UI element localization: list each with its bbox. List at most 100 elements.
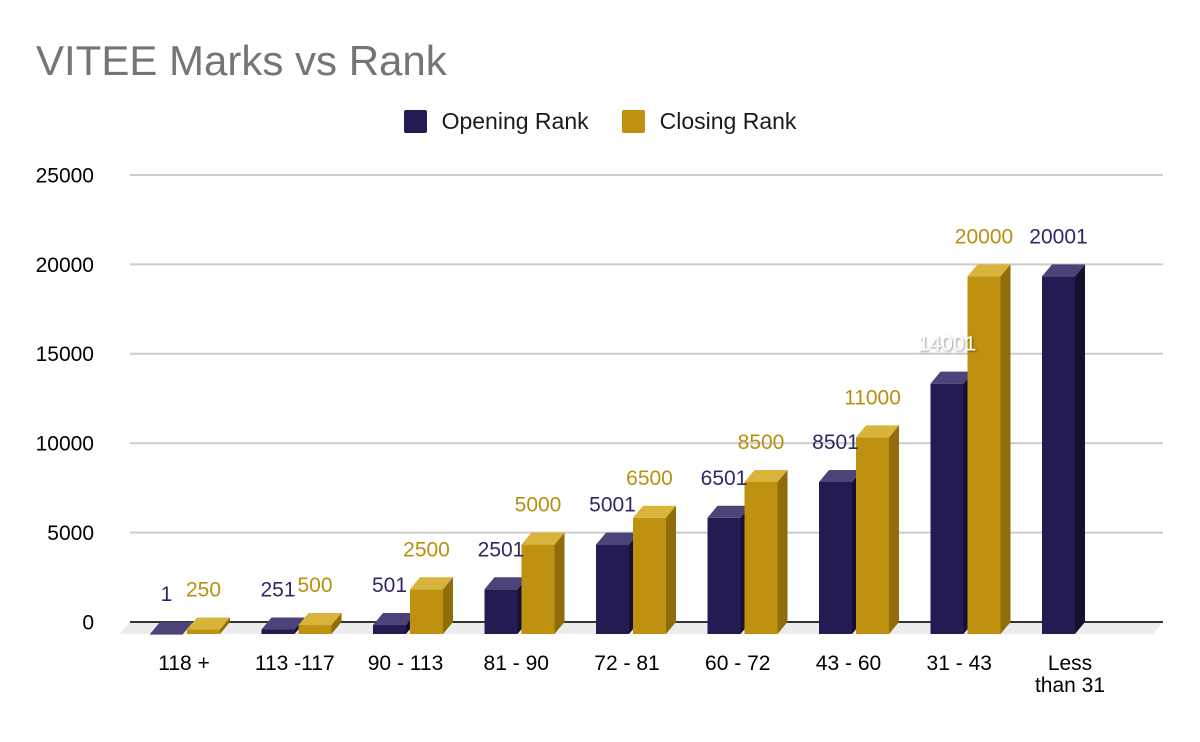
bar-face-top	[856, 425, 899, 438]
data-label-opening-rank-5: 6501	[701, 467, 748, 490]
chart-title: VITEE Marks vs Rank	[36, 37, 447, 84]
bar-face-side	[666, 505, 676, 634]
data-label-opening-rank-8: 20001	[1029, 225, 1087, 248]
bar-closing-rank-6	[856, 425, 899, 634]
bar-face-top	[930, 371, 974, 384]
x-axis-category-label-7: 31 - 43	[927, 652, 992, 675]
bar-face-front	[596, 544, 629, 634]
data-label-closing-rank-3: 5000	[515, 494, 562, 517]
bar-face-side	[331, 613, 342, 634]
bar-face-top	[521, 532, 565, 545]
bar-face-side	[183, 621, 193, 634]
bar-face-front	[967, 276, 1001, 634]
bar-face-front	[744, 482, 778, 634]
bar-face-front	[930, 383, 964, 634]
bar-face-front	[521, 544, 555, 634]
data-label-closing-rank-0: 250	[186, 579, 221, 602]
bar-closing-rank-7	[967, 264, 1011, 634]
bar-face-side	[777, 470, 788, 634]
bar-face-front	[707, 517, 741, 634]
x-axis-category-label-3: 81 - 90	[484, 652, 549, 675]
legend-item-closing-rank: Closing Rank	[621, 108, 797, 135]
bar-opening-rank-7	[930, 371, 974, 634]
bar-closing-rank-2	[410, 577, 453, 634]
bar-opening-rank-4	[596, 532, 639, 634]
bar-face-top	[373, 613, 416, 626]
x-axis-category-label-5: 60 - 72	[705, 652, 770, 675]
data-label-opening-rank-0: 1	[161, 583, 173, 606]
bar-opening-rank-3	[484, 577, 528, 634]
x-axis-category-label-0: 118 +	[158, 652, 210, 675]
legend-label-closing-rank: Closing Rank	[659, 108, 797, 134]
y-axis-tick-label-15000: 15000	[36, 343, 94, 366]
bar-face-front	[1042, 276, 1075, 634]
bar-face-top	[707, 505, 751, 518]
bar-closing-rank-3	[521, 532, 565, 634]
legend: Opening Rank Closing Rank	[0, 108, 1200, 135]
bar-face-side	[554, 532, 565, 634]
data-label-opening-rank-7: 14001	[918, 333, 976, 356]
bar-closing-rank-0	[187, 617, 230, 634]
x-axis-category-label-2: 90 - 113	[368, 652, 444, 675]
bar-face-side	[1075, 264, 1085, 634]
x-axis-category-label-6: 43 - 60	[816, 652, 881, 675]
x-axis-category-label-4: 72 - 81	[594, 652, 659, 675]
legend-swatch-opening-rank-icon	[403, 110, 427, 133]
bar-face-front	[856, 437, 889, 634]
legend-item-opening-rank: Opening Rank	[403, 108, 589, 135]
bar-face-front	[484, 589, 518, 634]
bar-face-front	[187, 629, 220, 634]
y-axis-tick-label-25000: 25000	[36, 164, 94, 187]
bar-face-front	[410, 589, 443, 634]
y-axis-tick-label-0: 0	[82, 611, 94, 634]
bar-face-front	[298, 625, 332, 634]
bar-face-front	[261, 629, 295, 634]
legend-label-opening-rank: Opening Rank	[441, 108, 589, 134]
bar-closing-rank-4	[633, 505, 676, 634]
bar-face-top	[819, 470, 862, 483]
bar-opening-rank-8	[1042, 264, 1085, 634]
bar-closing-rank-1	[298, 613, 342, 634]
bar-opening-rank-0	[150, 621, 193, 635]
data-label-opening-rank-6: 8501	[812, 431, 859, 454]
bar-face-top	[261, 617, 305, 630]
bar-opening-rank-5	[707, 505, 751, 634]
bar-face-top	[1042, 264, 1085, 277]
bar-face-front	[819, 482, 852, 634]
data-label-opening-rank-3: 2501	[478, 538, 525, 561]
x-axis-category-label-8: Less than 31	[1035, 652, 1105, 697]
bar-face-side	[889, 425, 899, 634]
bar-closing-rank-5	[744, 470, 788, 634]
bar-face-front	[373, 625, 406, 634]
y-axis-tick-label-10000: 10000	[36, 433, 94, 456]
data-label-closing-rank-1: 500	[297, 574, 332, 597]
bar-face-top	[298, 613, 342, 626]
bar-face-front	[150, 633, 183, 635]
data-label-closing-rank-2: 2500	[403, 538, 450, 561]
bar-face-top	[633, 505, 676, 518]
bar-face-top	[410, 577, 453, 590]
data-label-closing-rank-7: 20000	[955, 225, 1013, 248]
data-label-opening-rank-1: 251	[260, 579, 295, 602]
bar-face-front	[633, 517, 666, 634]
bar-face-side	[220, 617, 230, 634]
bar-face-top	[744, 470, 788, 483]
data-label-opening-rank-2: 501	[372, 574, 407, 597]
bar-face-side	[1000, 264, 1011, 634]
bar-face-top	[150, 621, 193, 634]
bar-opening-rank-6	[819, 470, 862, 634]
data-label-closing-rank-4: 6500	[626, 467, 673, 490]
data-label-closing-rank-5: 8500	[738, 431, 785, 454]
data-label-closing-rank-6: 11000	[844, 386, 901, 409]
bar-face-side	[443, 577, 453, 634]
y-axis-tick-label-20000: 20000	[36, 254, 94, 277]
y-axis-tick-label-5000: 5000	[47, 522, 94, 545]
bar-face-top	[187, 617, 230, 630]
data-label-opening-rank-4: 5001	[589, 494, 636, 517]
x-axis-category-label-1: 113 -117	[255, 652, 335, 675]
bar-face-top	[967, 264, 1011, 277]
bar-face-top	[596, 532, 639, 545]
legend-swatch-closing-rank-icon	[621, 110, 645, 133]
